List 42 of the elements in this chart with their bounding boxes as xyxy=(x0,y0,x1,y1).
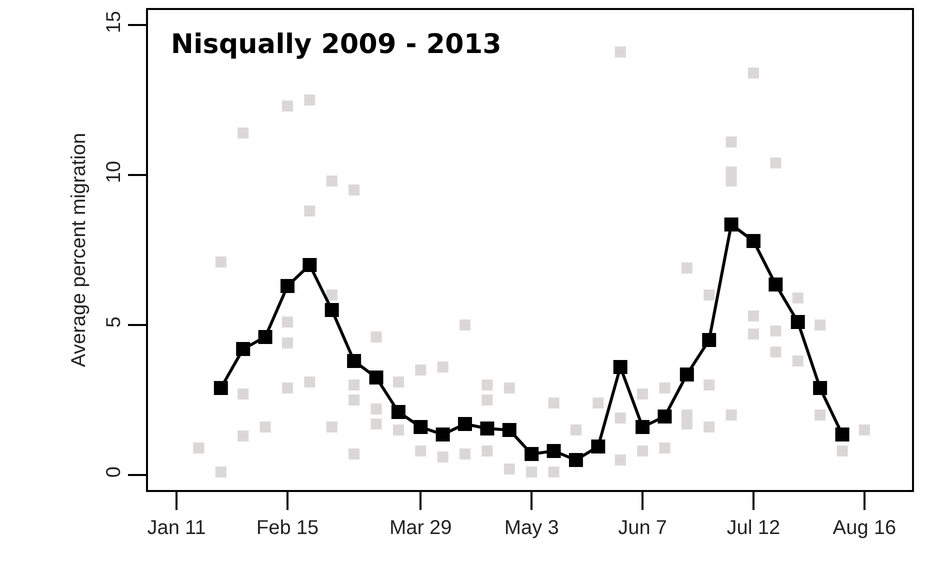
point xyxy=(480,422,494,436)
point xyxy=(214,381,228,395)
x-tick-label: May 3 xyxy=(504,517,559,539)
point xyxy=(458,417,472,431)
point xyxy=(324,303,339,317)
y-tick-label: 5 xyxy=(103,316,125,328)
point xyxy=(280,279,294,293)
point xyxy=(546,444,561,458)
point xyxy=(591,440,606,454)
point xyxy=(436,428,450,442)
point xyxy=(369,370,384,384)
point xyxy=(680,368,694,382)
x-tick-label: Jul 12 xyxy=(726,517,780,539)
text: Nisqually 2009 - 2013 xyxy=(170,29,502,60)
point xyxy=(347,354,362,368)
point xyxy=(636,420,650,434)
point xyxy=(302,258,317,272)
y-tick-label: 15 xyxy=(103,10,125,34)
y-axis-title: Average percent migration xyxy=(68,132,90,368)
point xyxy=(790,315,805,329)
point xyxy=(258,330,272,344)
point xyxy=(502,423,516,437)
x-tick-label: Mar 29 xyxy=(390,517,452,539)
x-tick-label: Jun 7 xyxy=(618,517,668,539)
point xyxy=(391,405,406,419)
x-tick-label: Feb 15 xyxy=(256,517,319,539)
point xyxy=(524,447,539,461)
point xyxy=(702,333,716,347)
x-tick-label: Aug 16 xyxy=(832,517,896,539)
y-tick-label: 10 xyxy=(103,160,125,184)
x-tick-label: Jan 11 xyxy=(147,517,206,539)
point xyxy=(236,342,250,356)
point xyxy=(724,218,738,232)
point xyxy=(658,410,672,424)
point xyxy=(835,428,850,442)
point xyxy=(768,278,783,292)
point xyxy=(568,453,583,467)
point xyxy=(746,234,760,248)
point xyxy=(613,360,628,374)
point xyxy=(414,420,428,434)
y-tick-label: 0 xyxy=(103,466,125,478)
point xyxy=(813,381,828,395)
